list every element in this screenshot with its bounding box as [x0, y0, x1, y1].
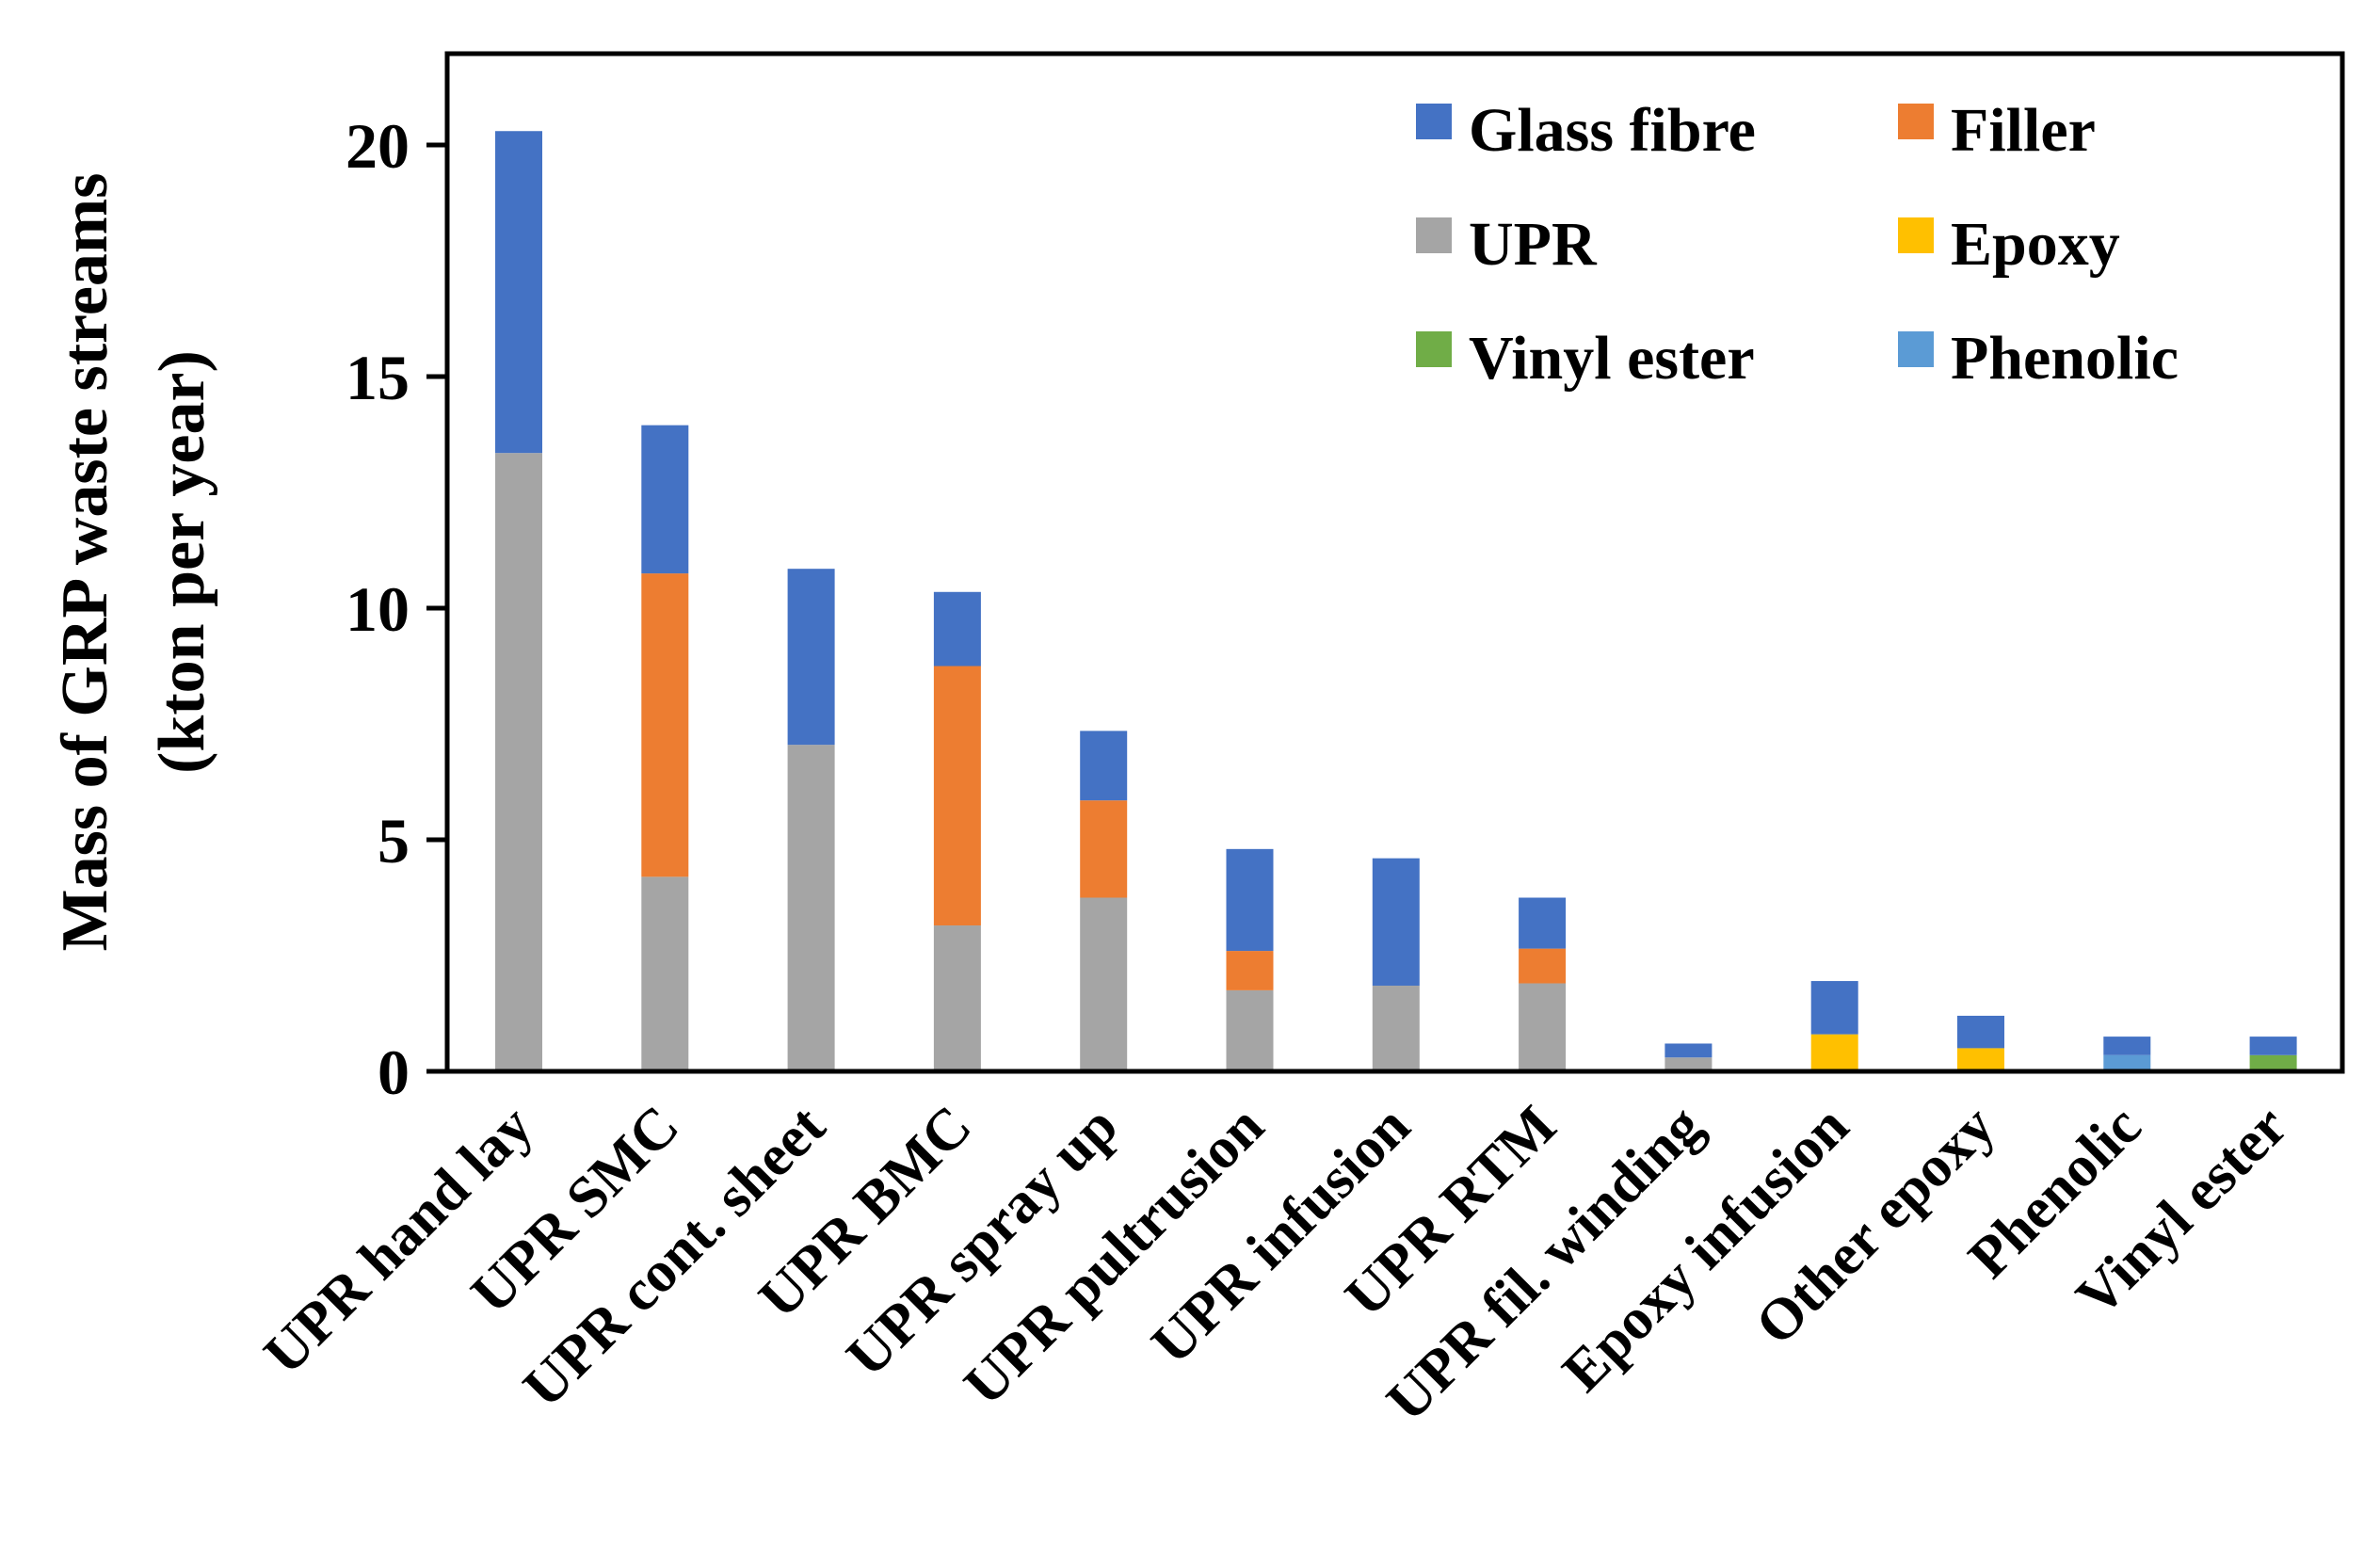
bars	[447, 131, 2342, 1074]
legend-label-epoxy: Epoxy	[1951, 210, 2120, 279]
y-axis-title-line-2: (kton per year)	[146, 350, 218, 774]
bar-segment-filler-upr-bmc	[933, 666, 981, 926]
y-tick-label: 20	[346, 110, 410, 182]
bar-segment-filler-upr-spray-up	[1080, 800, 1128, 898]
x-tick-label: UPR infusion	[1139, 1094, 1422, 1376]
y-axis-ticks: 0 5 10 15 20	[346, 110, 447, 1108]
bar-segment-upr-upr-spray-up	[1080, 897, 1128, 1071]
y-axis-title-line-1: Mass of GRP waste streams	[49, 173, 121, 952]
bar-segment-upr-upr-fil-winding	[1664, 1057, 1713, 1071]
bar-segment-upr-upr-bmc	[933, 925, 981, 1071]
bar-segment-filler-upr-rtm	[1519, 948, 1567, 984]
legend-label-upr: UPR	[1469, 210, 1598, 279]
legend: Glass fibre Filler UPR Epoxy Vinyl ester Phen…	[1416, 96, 2179, 393]
bar-segment-upr-upr-smc	[641, 876, 689, 1071]
bar-segment-glass-fibre-upr-bmc	[933, 591, 981, 667]
y-tick-label: 5	[378, 805, 410, 876]
bar-segment-upr-upr-hand-lay	[495, 453, 542, 1071]
y-axis-title: Mass of GRP waste streams (kton per year…	[49, 173, 218, 952]
legend-label-vinyl-ester: Vinyl ester	[1469, 324, 1755, 393]
legend-swatch-epoxy	[1898, 217, 1934, 253]
bar-segment-filler-upr-smc	[641, 573, 689, 877]
bar-segment-filler-upr-pultrusion	[1226, 951, 1274, 990]
bar-segment-glass-fibre-upr-hand-lay	[495, 131, 542, 454]
bar-segment-glass-fibre-upr-pultrusion	[1226, 848, 1274, 952]
legend-swatch-filler	[1898, 104, 1934, 139]
y-tick-label: 15	[346, 342, 410, 413]
bar-segment-glass-fibre-phenolic	[2103, 1037, 2151, 1055]
y-tick-label: 0	[378, 1037, 410, 1108]
bar-segment-upr-upr-rtm	[1519, 983, 1567, 1071]
bar-segment-vinyl-ester-vinyl-ester	[2249, 1054, 2297, 1071]
bar-segment-upr-upr-infusion	[1372, 985, 1420, 1071]
bar-segment-epoxy-other-epoxy	[1957, 1048, 2004, 1071]
bar-segment-glass-fibre-upr-fil-winding	[1664, 1043, 1713, 1058]
bar-segment-glass-fibre-upr-rtm	[1519, 897, 1567, 949]
legend-swatch-upr	[1416, 217, 1452, 253]
bar-segment-upr-upr-cont-sheet	[787, 745, 835, 1071]
bar-segment-glass-fibre-upr-cont-sheet	[787, 569, 835, 746]
bar-segment-glass-fibre-epoxy-infusion	[1810, 981, 1858, 1035]
legend-swatch-phenolic	[1898, 331, 1934, 367]
bar-segment-glass-fibre-vinyl-ester	[2249, 1037, 2297, 1055]
legend-swatch-vinyl-ester	[1416, 331, 1452, 367]
legend-label-glass-fibre: Glass fibre	[1469, 96, 1756, 165]
legend-label-phenolic: Phenolic	[1951, 324, 2179, 393]
legend-swatch-glass-fibre	[1416, 104, 1452, 139]
bar-segment-glass-fibre-upr-smc	[641, 425, 689, 574]
bar-segment-glass-fibre-upr-spray-up	[1080, 731, 1128, 801]
legend-label-filler: Filler	[1951, 96, 2096, 165]
y-tick-label: 10	[346, 573, 410, 645]
bar-segment-glass-fibre-other-epoxy	[1957, 1015, 2004, 1049]
bar-segment-glass-fibre-upr-infusion	[1372, 858, 1420, 986]
bar-segment-phenolic-phenolic	[2103, 1054, 2151, 1071]
bar-segment-epoxy-epoxy-infusion	[1810, 1034, 1858, 1071]
bar-segment-upr-upr-pultrusion	[1226, 989, 1274, 1071]
